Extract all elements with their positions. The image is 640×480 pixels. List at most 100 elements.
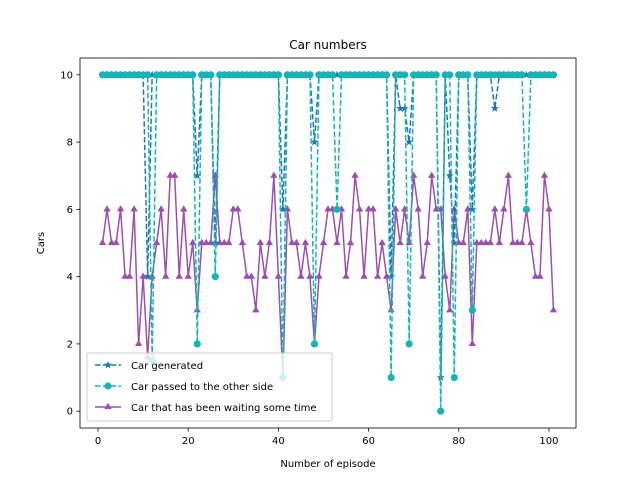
- data-point: [319, 238, 328, 246]
- data-point: [234, 205, 242, 212]
- data-point: [342, 272, 350, 279]
- data-point: [446, 306, 454, 313]
- legend-label: Car generated: [131, 361, 203, 372]
- data-point: [527, 238, 535, 246]
- data-point: [387, 373, 395, 382]
- data-point: [157, 205, 165, 212]
- y-tick-label: 6: [67, 205, 73, 216]
- y-tick-label: 4: [67, 272, 73, 283]
- data-point: [139, 272, 147, 279]
- data-point: [518, 238, 526, 246]
- data-point: [247, 272, 255, 279]
- data-point: [328, 71, 337, 79]
- data-point: [491, 205, 499, 212]
- data-point: [261, 272, 269, 279]
- y-tick-label: 8: [67, 138, 73, 149]
- data-point: [148, 70, 157, 79]
- data-point: [360, 272, 368, 279]
- data-point: [419, 272, 427, 279]
- data-point: [446, 71, 454, 79]
- data-point: [112, 238, 120, 246]
- data-point: [162, 272, 170, 279]
- y-tick-label: 0: [67, 407, 73, 418]
- data-point: [464, 205, 472, 212]
- data-point: [378, 238, 386, 246]
- data-point: [225, 238, 233, 246]
- data-point: [387, 272, 396, 281]
- data-point: [175, 272, 183, 279]
- data-point: [549, 71, 558, 79]
- data-point: [134, 339, 143, 347]
- data-point: [292, 238, 301, 246]
- y-tick-label: 2: [67, 339, 73, 350]
- data-point: [405, 340, 413, 348]
- legend-marker: [104, 360, 112, 369]
- data-point: [468, 205, 477, 213]
- x-tick-label: 0: [95, 436, 101, 447]
- data-point: [193, 171, 202, 180]
- data-point: [143, 272, 152, 281]
- data-point: [486, 238, 494, 246]
- data-point: [459, 238, 467, 246]
- data-point: [346, 238, 355, 246]
- data-point: [103, 205, 111, 212]
- data-point: [351, 171, 359, 178]
- data-point: [401, 71, 409, 79]
- data-point: [116, 205, 125, 212]
- series-2: [98, 71, 558, 415]
- data-point: [382, 272, 391, 279]
- data-point: [310, 137, 319, 146]
- data-point: [504, 171, 513, 178]
- data-point: [193, 340, 201, 348]
- legend-item: Car generated: [95, 360, 203, 372]
- x-tick-label: 100: [539, 436, 558, 447]
- data-point: [189, 71, 197, 79]
- data-point: [211, 273, 219, 281]
- data-point: [274, 71, 282, 79]
- data-point: [297, 272, 305, 279]
- data-point: [428, 171, 436, 178]
- data-point: [252, 306, 260, 313]
- data-point: [184, 272, 192, 279]
- data-point: [387, 306, 395, 313]
- legend-box: [86, 352, 333, 422]
- y-axis-label: Cars: [36, 232, 47, 254]
- data-point: [383, 71, 391, 79]
- data-point: [495, 238, 503, 246]
- y-tick-label: 10: [60, 70, 73, 81]
- series-3: [98, 171, 558, 380]
- legend: Car generated Car passed to the other sid…: [86, 352, 333, 422]
- data-point: [522, 70, 531, 79]
- data-point: [315, 272, 323, 279]
- x-tick-label: 60: [362, 436, 375, 447]
- data-point: [423, 238, 431, 246]
- data-point: [437, 407, 445, 415]
- data-point: [500, 205, 508, 212]
- data-point: [180, 205, 188, 212]
- data-point: [256, 238, 265, 246]
- data-point: [414, 205, 422, 212]
- data-point: [125, 272, 134, 279]
- data-point: [369, 205, 377, 212]
- data-point: [396, 104, 405, 112]
- data-point: [333, 70, 342, 79]
- data-point: [306, 272, 314, 279]
- data-point: [98, 238, 107, 246]
- data-point: [522, 205, 531, 213]
- legend-label: Car passed to the other side: [131, 382, 273, 393]
- plot-frame: [79, 57, 577, 429]
- data-point: [130, 205, 138, 212]
- data-point: [238, 238, 246, 246]
- legend-marker: [104, 402, 112, 410]
- data-point: [355, 205, 364, 212]
- data-point: [306, 71, 314, 79]
- data-point: [410, 171, 418, 178]
- legend-marker: [104, 382, 112, 390]
- x-tick-label: 40: [272, 436, 285, 447]
- legend-item: Car that has been waiting some time: [95, 402, 317, 414]
- data-point: [545, 205, 553, 212]
- data-point: [207, 71, 215, 79]
- data-point: [373, 272, 382, 279]
- data-point: [265, 238, 274, 246]
- x-axis-label: Number of episode: [280, 459, 375, 470]
